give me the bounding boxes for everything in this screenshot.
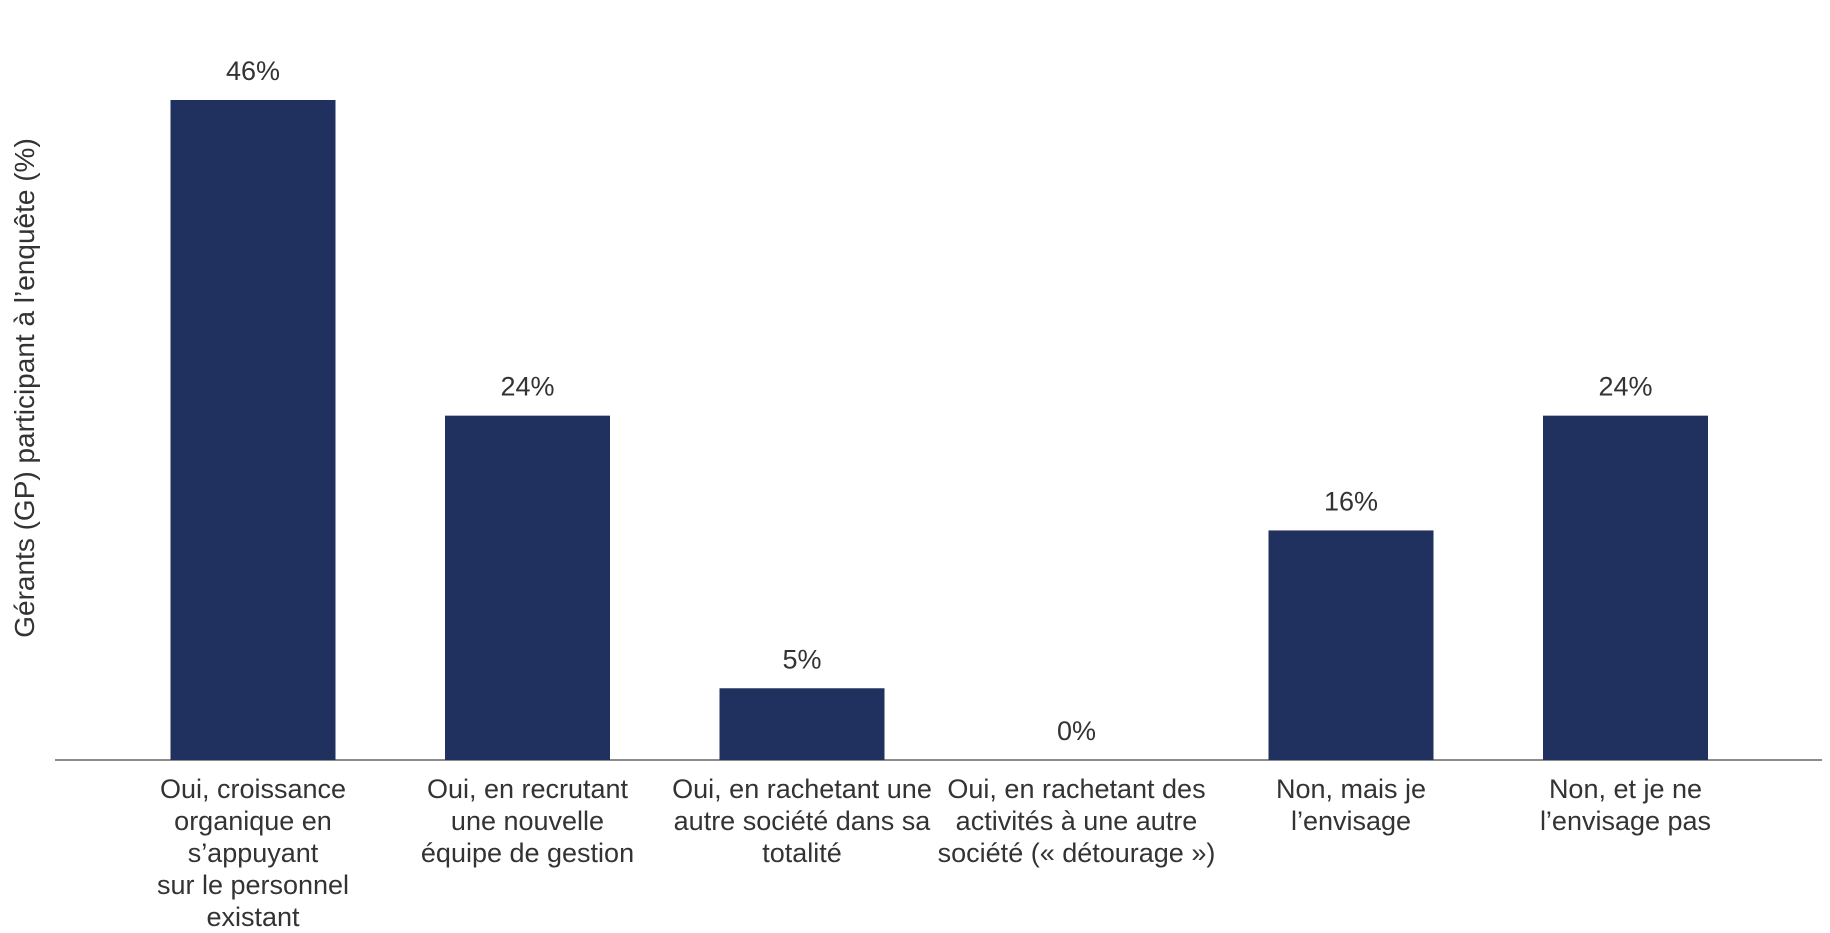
bar-2 [445, 415, 610, 760]
bars-group [170, 100, 1708, 760]
category-label-4: Oui, en rachetant des activités à une au… [937, 774, 1216, 868]
value-labels-group: 46% 24% 5% 0% 16% 24% [226, 56, 1653, 746]
value-label-2: 24% [500, 372, 554, 402]
category-label-3: Oui, en rachetant une autre société dans… [672, 774, 932, 868]
y-axis-label: Gérants (GP) participant à l’enquête (%) [9, 138, 40, 638]
category-label-1: Oui, croissance organique en s’appuyant … [156, 774, 350, 932]
bar-1 [170, 100, 336, 760]
category-label-2: Oui, en recrutant une nouvelle équipe de… [420, 774, 635, 868]
bar-6 [1543, 415, 1708, 760]
value-label-1: 46% [226, 56, 280, 86]
value-label-4: 0% [1057, 716, 1096, 746]
value-label-6: 24% [1598, 372, 1652, 402]
category-label-6: Non, et je ne l’envisage pas [1539, 774, 1712, 836]
category-label-5: Non, mais je l’envisage [1275, 774, 1427, 836]
value-label-5: 16% [1324, 486, 1378, 516]
value-label-3: 5% [782, 644, 821, 674]
bar-3 [719, 688, 885, 760]
bar-5 [1268, 530, 1434, 760]
bar-chart: 46% 24% 5% 0% 16% 24% [55, 56, 1822, 761]
